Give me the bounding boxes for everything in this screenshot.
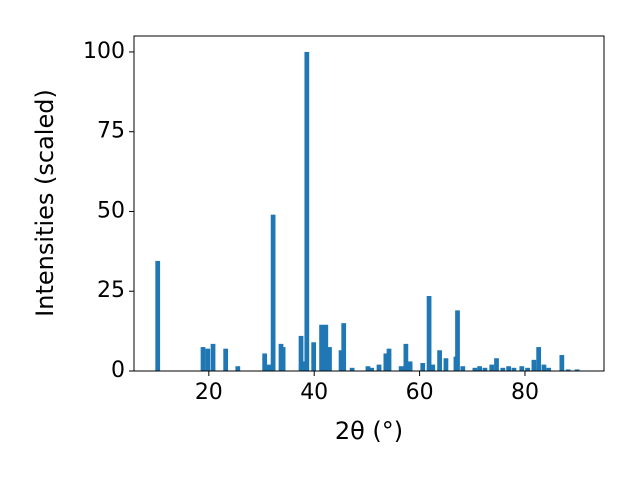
bar <box>536 347 542 371</box>
bar <box>430 364 436 371</box>
bar <box>519 366 525 371</box>
bar <box>319 324 324 371</box>
bar <box>349 367 355 371</box>
bar <box>477 366 483 371</box>
x-tick-label: 20 <box>195 380 223 405</box>
bar <box>280 347 286 371</box>
bar <box>574 369 580 371</box>
bar <box>270 214 276 371</box>
bar <box>482 367 488 371</box>
y-tick-label: 50 <box>97 198 125 223</box>
bar <box>223 348 229 371</box>
bar <box>489 364 495 371</box>
bar <box>426 296 432 371</box>
bar <box>376 364 382 371</box>
bar <box>531 359 537 371</box>
bar <box>559 355 565 371</box>
bar <box>386 348 392 371</box>
y-axis-label: Intensities (scaled) <box>31 89 59 317</box>
bar <box>420 363 426 371</box>
bar <box>338 350 344 371</box>
bar <box>407 361 413 371</box>
y-tick-label: 0 <box>111 358 125 383</box>
bar <box>403 343 409 371</box>
bar <box>205 348 211 371</box>
bar <box>383 353 389 371</box>
bar <box>311 342 317 371</box>
bar <box>511 367 517 371</box>
bar <box>266 364 272 371</box>
bar <box>455 310 460 371</box>
x-axis-label: 2θ (°) <box>335 417 403 445</box>
bar <box>506 366 512 371</box>
y-tick-label: 100 <box>83 39 125 64</box>
bar <box>398 366 404 371</box>
bar <box>546 367 552 371</box>
y-tick-label: 75 <box>97 119 125 144</box>
bar <box>541 364 547 371</box>
bar <box>369 367 375 371</box>
bar <box>323 324 329 371</box>
bar <box>460 366 466 371</box>
bar <box>301 361 307 371</box>
bar <box>341 323 347 371</box>
y-tick-label: 25 <box>97 278 125 303</box>
bar <box>565 369 571 371</box>
bar <box>304 51 310 371</box>
x-tick-label: 80 <box>511 380 539 405</box>
bar <box>210 343 216 371</box>
bar <box>500 367 506 371</box>
bar <box>525 367 530 371</box>
bar <box>155 260 161 371</box>
bar <box>235 366 241 371</box>
bar <box>443 358 449 371</box>
bar <box>437 350 442 371</box>
bar <box>327 347 332 371</box>
bar <box>200 347 206 371</box>
plot-frame <box>133 35 605 372</box>
bar <box>472 367 478 371</box>
x-tick-label: 60 <box>406 380 434 405</box>
bar <box>298 335 304 371</box>
bar <box>262 353 268 371</box>
x-tick-label: 40 <box>300 380 328 405</box>
bar <box>365 366 371 371</box>
bar <box>494 358 499 371</box>
